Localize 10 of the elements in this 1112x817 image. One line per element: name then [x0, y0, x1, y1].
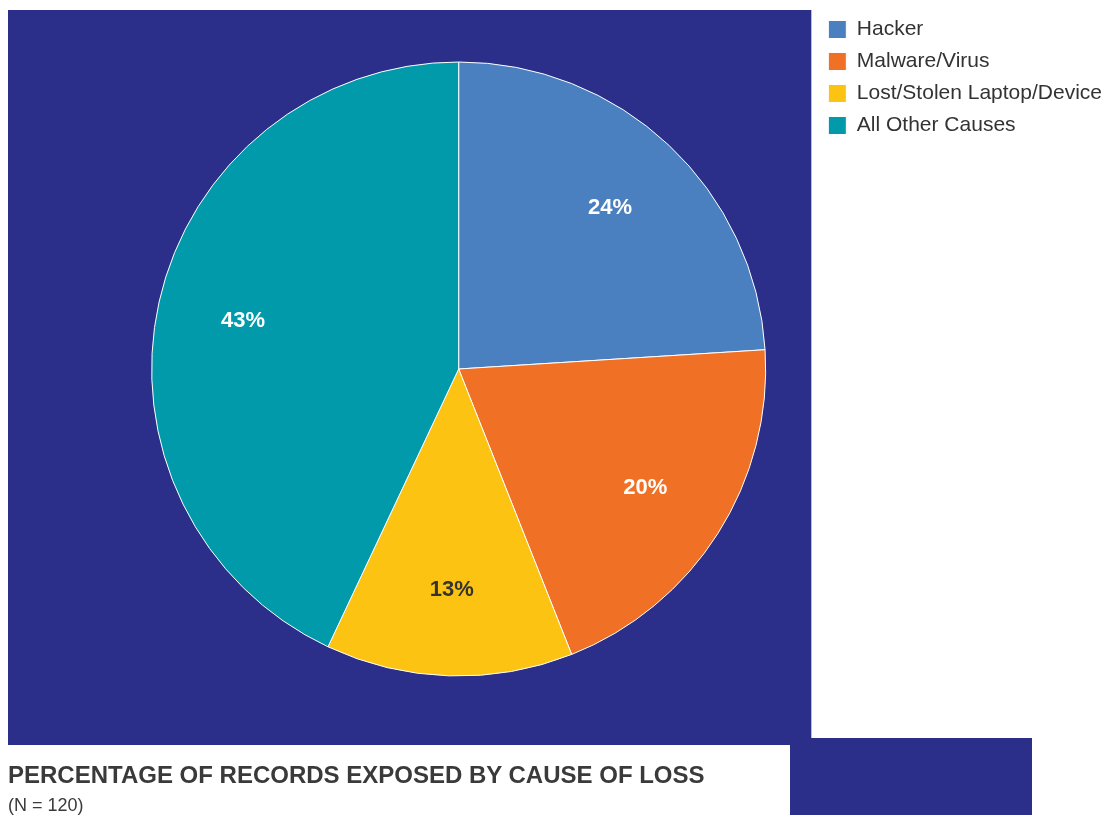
- text: PERCENTAGE OF RECORDS EXPOSED BY CAUSE OF LOSS: [8, 761, 705, 789]
- data-label: 24%: [587, 193, 633, 219]
- legend-label: Malware/Virus: [856, 48, 990, 72]
- legend-label: Hacker: [856, 16, 924, 40]
- data-label: 13%: [429, 575, 474, 601]
- data-label: 20%: [623, 473, 668, 499]
- text: (N = 120): [8, 795, 84, 816]
- legend-label: Lost/Stolen Laptop/Device: [856, 80, 1103, 104]
- legend-label: All Other Causes: [856, 112, 1016, 136]
- data-label: 43%: [220, 306, 265, 332]
